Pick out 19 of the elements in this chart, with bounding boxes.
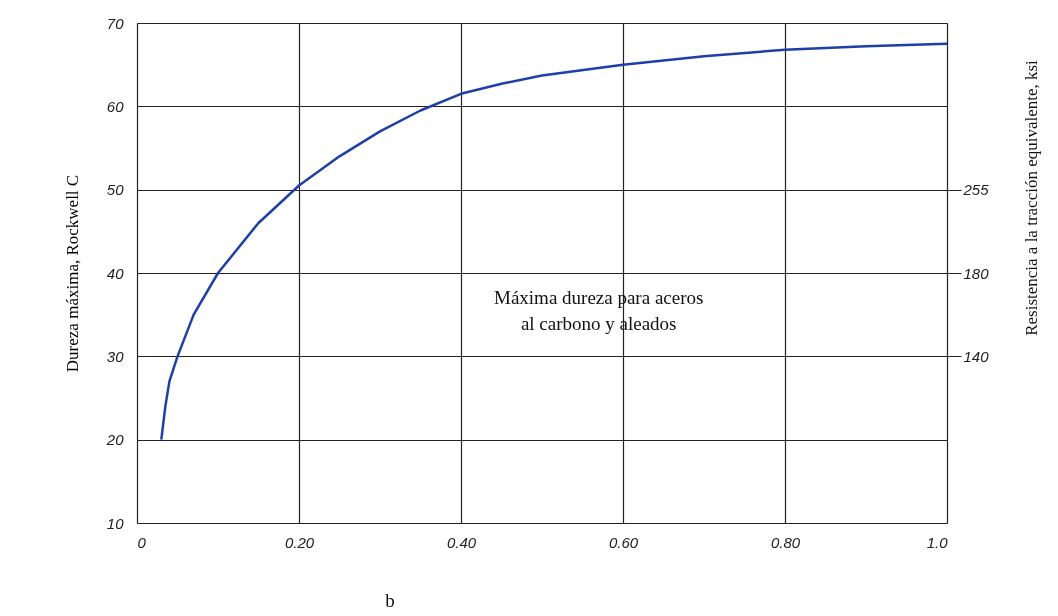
category-label: 255 bbox=[963, 181, 989, 199]
x-tick-label: 1.0 bbox=[926, 533, 949, 551]
y2-axis-title: Resistencia a la tracción equivalente, ksi bbox=[1022, 59, 1041, 336]
x-tick-label: 0.40 bbox=[446, 533, 477, 551]
x-tick-label: 0.60 bbox=[608, 533, 639, 551]
y-tick-label: 70 bbox=[106, 14, 125, 32]
text: b bbox=[385, 590, 395, 611]
y-tick-label: 60 bbox=[106, 97, 125, 115]
x-tick-label: 0.80 bbox=[770, 533, 801, 551]
y-axis-title: Dureza máxima, Rockwell C bbox=[62, 174, 82, 373]
category-label: 140 bbox=[963, 347, 989, 365]
category-label: 180 bbox=[963, 264, 989, 282]
x-tick-label: 0 bbox=[137, 533, 147, 551]
y-tick-label: 50 bbox=[106, 181, 125, 199]
y-tick-label: 20 bbox=[105, 431, 125, 449]
y-tick-label: 40 bbox=[106, 264, 125, 282]
y-tick-label: 10 bbox=[106, 514, 125, 532]
x-tick-label: 0.20 bbox=[284, 533, 315, 551]
y-tick-label: 30 bbox=[106, 347, 125, 365]
